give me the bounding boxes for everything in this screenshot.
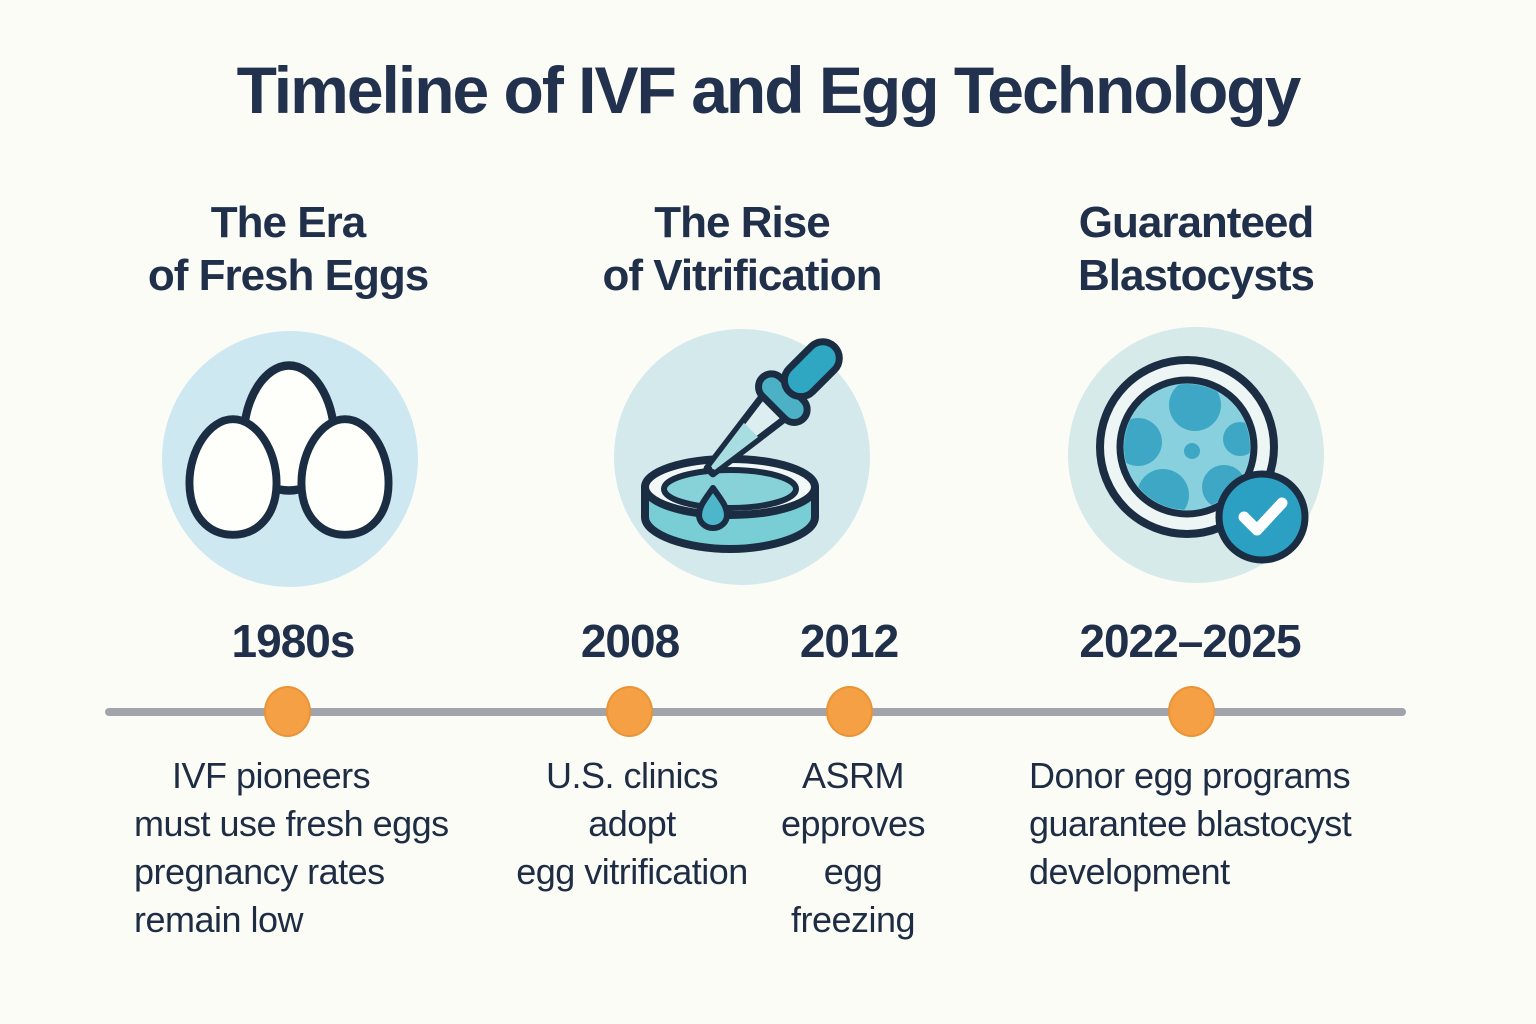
header-line: of Fresh Eggs — [147, 251, 429, 300]
timeline-dot-2022-2025 — [1168, 686, 1215, 737]
description-line: Donor egg programs — [1029, 755, 1351, 796]
description-line: egg vitrification — [516, 851, 748, 892]
year-label-2008: 2008 — [580, 615, 680, 667]
icon-circle-fresh-eggs — [162, 331, 418, 587]
pipette-liquid — [711, 422, 759, 470]
description-line: U.S. clinics — [545, 755, 719, 796]
event-description-2008: U.S. clinics adopt egg vitrification — [516, 752, 748, 896]
egg-left — [185, 415, 281, 539]
pipette-petri-dish-icon — [641, 338, 843, 553]
timeline-dot-1980s — [264, 686, 311, 737]
header-line: The Era — [210, 198, 366, 247]
header-line: of Vitrification — [602, 251, 883, 300]
header-line: The Rise — [654, 198, 830, 247]
event-description-1980s: IVF pioneers must use fresh eggs pregnan… — [134, 752, 449, 944]
description-line: epproves — [780, 803, 926, 844]
year-label-2022-2025: 2022–2025 — [1079, 615, 1301, 667]
description-line: freezing — [790, 899, 916, 940]
description-line: guarantee blastocyst — [1029, 803, 1352, 844]
description-line: ASRM — [801, 755, 905, 796]
checkmark-badge — [1215, 470, 1309, 564]
header-line: Blastocysts — [1077, 251, 1315, 300]
droplet — [696, 485, 730, 531]
blastocyst-checkmark-icon — [1096, 356, 1309, 564]
year-label-1980s: 1980s — [231, 615, 356, 667]
icon-circle-blastocysts — [1068, 327, 1324, 583]
description-line: IVF pioneers — [172, 755, 371, 796]
pipette-bulb — [780, 338, 843, 401]
section-header-vitrification: The Rise of Vitrification — [602, 196, 883, 302]
page-title: Timeline of IVF and Egg Technology — [236, 53, 1302, 127]
header-line: Guaranteed — [1078, 198, 1315, 247]
event-description-2022-2025: Donor egg programs guarantee blastocyst … — [1029, 752, 1352, 896]
description-line: pregnancy rates — [134, 851, 385, 892]
checkmark-icon — [1238, 497, 1288, 536]
description-line: remain low — [134, 899, 304, 940]
icon-circle-vitrification — [614, 329, 870, 585]
timeline-dot-2008 — [606, 686, 653, 737]
eggs-icon — [185, 361, 393, 539]
description-line: must use fresh eggs — [134, 803, 449, 844]
description-line: adopt — [588, 803, 676, 844]
event-description-2012: ASRM epproves egg freezing — [780, 752, 926, 944]
pipette — [703, 338, 843, 478]
description-line: development — [1029, 851, 1230, 892]
egg-right — [297, 415, 393, 539]
description-line: egg — [823, 851, 883, 892]
petri-dish-liquid — [661, 467, 799, 511]
section-header-blastocysts: Guaranteed Blastocysts — [1077, 196, 1315, 302]
timeline-line — [105, 708, 1406, 716]
timeline-dot-2012 — [826, 686, 873, 737]
section-header-fresh-eggs: The Era of Fresh Eggs — [147, 196, 429, 302]
year-label-2012: 2012 — [799, 615, 899, 667]
